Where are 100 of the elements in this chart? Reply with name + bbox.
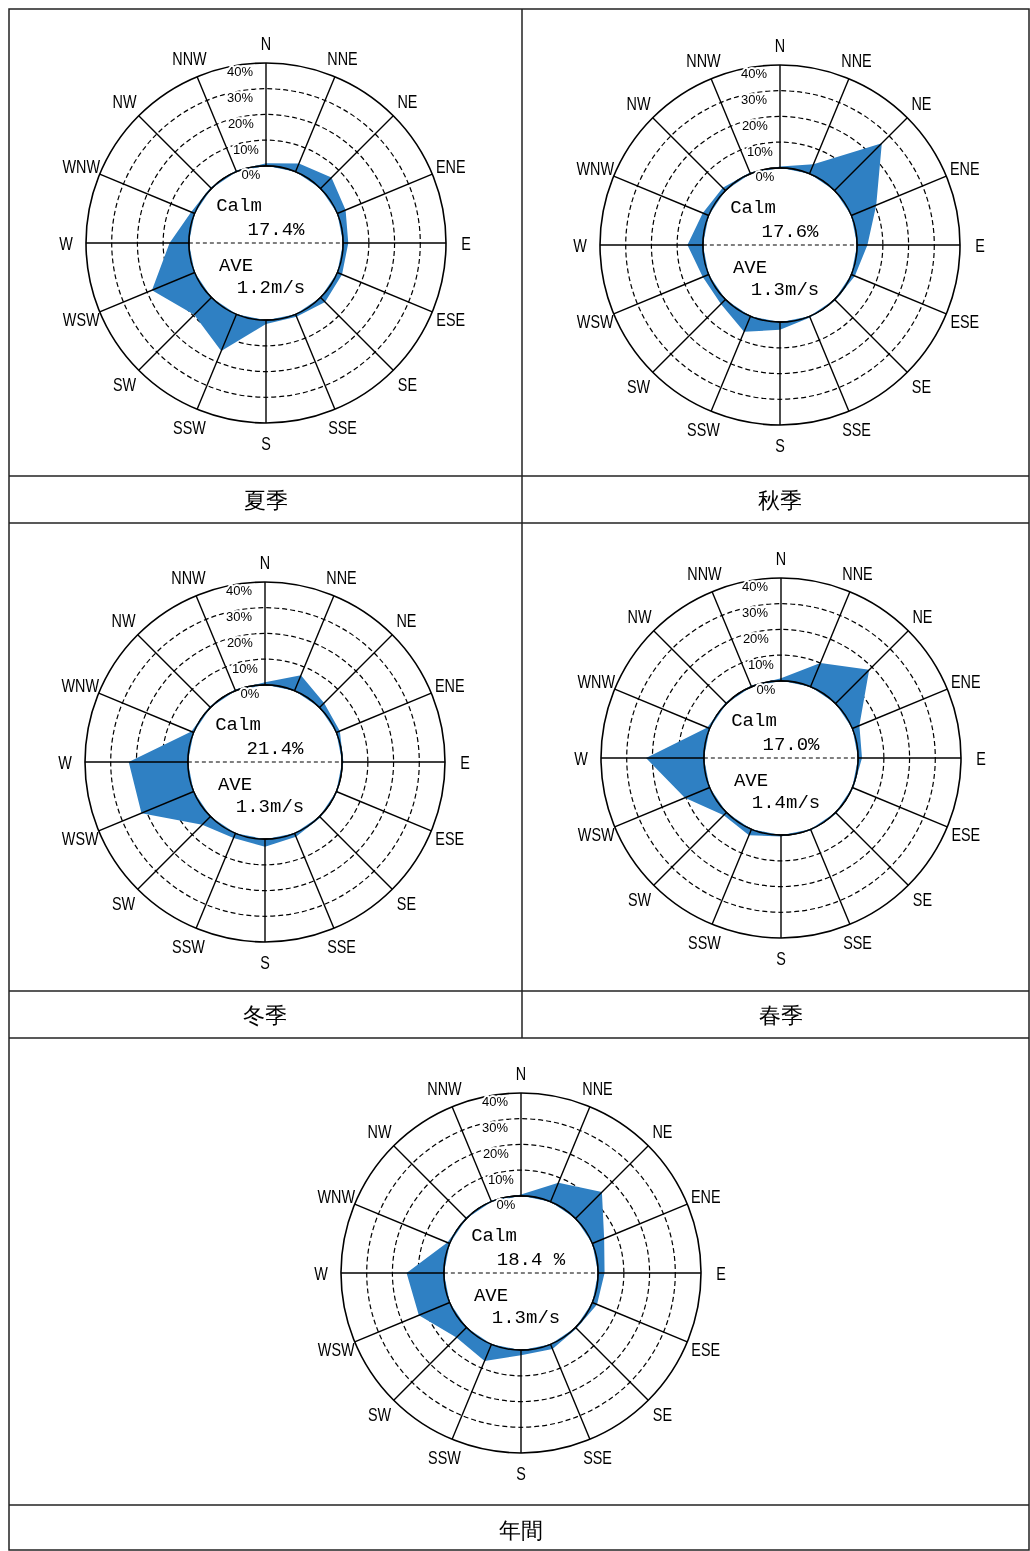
spoke-label: ESE: [950, 311, 980, 332]
y-tick-label: 0%: [241, 166, 261, 182]
spoke-label: ENE: [690, 1186, 721, 1207]
text: 17.4%: [247, 219, 306, 241]
y-tick-label: 30%: [226, 90, 254, 106]
text: AVE: [473, 1285, 509, 1307]
text: AVE: [217, 774, 253, 796]
spoke-label: WSW: [577, 824, 616, 845]
text: AVE: [732, 257, 768, 279]
spoke-label: SE: [652, 1404, 673, 1425]
y-tick-label: 40%: [225, 583, 253, 599]
y-tick-label: 0%: [755, 168, 775, 184]
spoke-label: NE: [396, 610, 417, 631]
spoke-label: WNW: [577, 671, 616, 692]
spoke-label: WNW: [61, 675, 100, 696]
text: Calm: [216, 195, 262, 217]
y-tick-label: 40%: [741, 579, 769, 595]
spoke-label: W: [59, 233, 74, 253]
text: 夏季: [244, 487, 288, 513]
spoke-label: NW: [626, 93, 652, 114]
spoke-label: NNE: [327, 48, 358, 69]
y-tick-label: 20%: [741, 118, 769, 134]
spoke-label: S: [516, 1463, 526, 1483]
spoke-label: ESE: [951, 824, 981, 845]
spoke-label: E: [460, 752, 470, 772]
spoke-label: NNW: [172, 48, 208, 69]
text: 秋季: [758, 487, 802, 513]
spoke-label: WNW: [317, 1186, 356, 1207]
spoke-label: W: [58, 752, 73, 772]
text: AVE: [733, 770, 769, 792]
spoke-label: WSW: [61, 828, 100, 849]
spoke-label: N: [259, 552, 271, 572]
spoke-label: NNW: [171, 567, 207, 588]
y-tick-label: 40%: [740, 66, 768, 82]
text: Calm: [471, 1225, 517, 1247]
text: 1.4m/s: [751, 792, 821, 814]
spoke-label: NNW: [427, 1078, 463, 1099]
spoke-label: N: [775, 548, 787, 568]
text: 年間: [499, 1517, 543, 1543]
spoke-label: NNE: [842, 563, 873, 584]
spoke-label: ENE: [949, 158, 980, 179]
spoke-label: ENE: [435, 156, 466, 177]
spoke-label: SSW: [688, 932, 722, 953]
spoke-label: SW: [626, 376, 651, 397]
y-tick-label: 20%: [227, 116, 255, 132]
spoke-label: S: [776, 948, 786, 968]
spoke-label: NNE: [841, 50, 872, 71]
y-tick-label: 10%: [232, 141, 260, 157]
spoke-label: S: [260, 952, 270, 972]
y-tick-label: 30%: [481, 1120, 509, 1136]
spoke-label: NW: [367, 1121, 393, 1142]
y-tick-label: 0%: [756, 681, 776, 697]
y-tick-label: 10%: [747, 656, 775, 672]
spoke-label: NNW: [687, 563, 723, 584]
text: Calm: [730, 197, 776, 219]
spoke-label: SE: [911, 376, 932, 397]
y-tick-label: 0%: [496, 1196, 516, 1212]
y-tick-label: 30%: [225, 609, 253, 625]
y-tick-label: 30%: [741, 605, 769, 621]
spoke-label: SW: [111, 893, 136, 914]
spoke-label: SE: [397, 374, 418, 395]
y-tick-label: 20%: [226, 635, 254, 651]
spoke-label: SSE: [842, 419, 872, 440]
spoke-label: WSW: [576, 311, 615, 332]
spoke-label: N: [260, 33, 272, 53]
spoke-label: WSW: [62, 309, 101, 330]
spoke-label: WSW: [317, 1339, 356, 1360]
spoke-label: SE: [912, 889, 933, 910]
spoke-label: ESE: [691, 1339, 721, 1360]
spoke-label: NNE: [326, 567, 357, 588]
spoke-label: ENE: [950, 671, 981, 692]
spoke-label: NW: [627, 606, 653, 627]
text: 冬季: [243, 1002, 287, 1028]
y-tick-label: 30%: [740, 92, 768, 108]
text: 1.3m/s: [235, 796, 305, 818]
spoke-label: N: [774, 35, 786, 55]
text: 1.3m/s: [491, 1307, 561, 1329]
spoke-label: SSW: [172, 936, 206, 957]
y-tick-label: 40%: [481, 1094, 509, 1110]
spoke-label: SSW: [687, 419, 721, 440]
spoke-label: WNW: [62, 156, 101, 177]
y-tick-label: 10%: [487, 1171, 515, 1187]
spoke-label: NE: [397, 91, 418, 112]
spoke-label: SSW: [173, 417, 207, 438]
spoke-label: NW: [111, 610, 137, 631]
text: AVE: [218, 255, 254, 277]
y-tick-label: 20%: [742, 631, 770, 647]
spoke-label: SSW: [428, 1447, 462, 1468]
spoke-label: W: [314, 1263, 329, 1283]
spoke-label: S: [775, 435, 785, 455]
text: 春季: [759, 1002, 803, 1028]
spoke-label: NE: [912, 606, 933, 627]
spoke-label: SW: [112, 374, 137, 395]
text: 17.6%: [761, 221, 820, 243]
text: Calm: [731, 710, 777, 732]
spoke-label: N: [515, 1063, 527, 1083]
y-tick-label: 20%: [482, 1146, 510, 1162]
spoke-label: NW: [112, 91, 138, 112]
spoke-label: SSE: [583, 1447, 613, 1468]
spoke-label: W: [574, 748, 589, 768]
